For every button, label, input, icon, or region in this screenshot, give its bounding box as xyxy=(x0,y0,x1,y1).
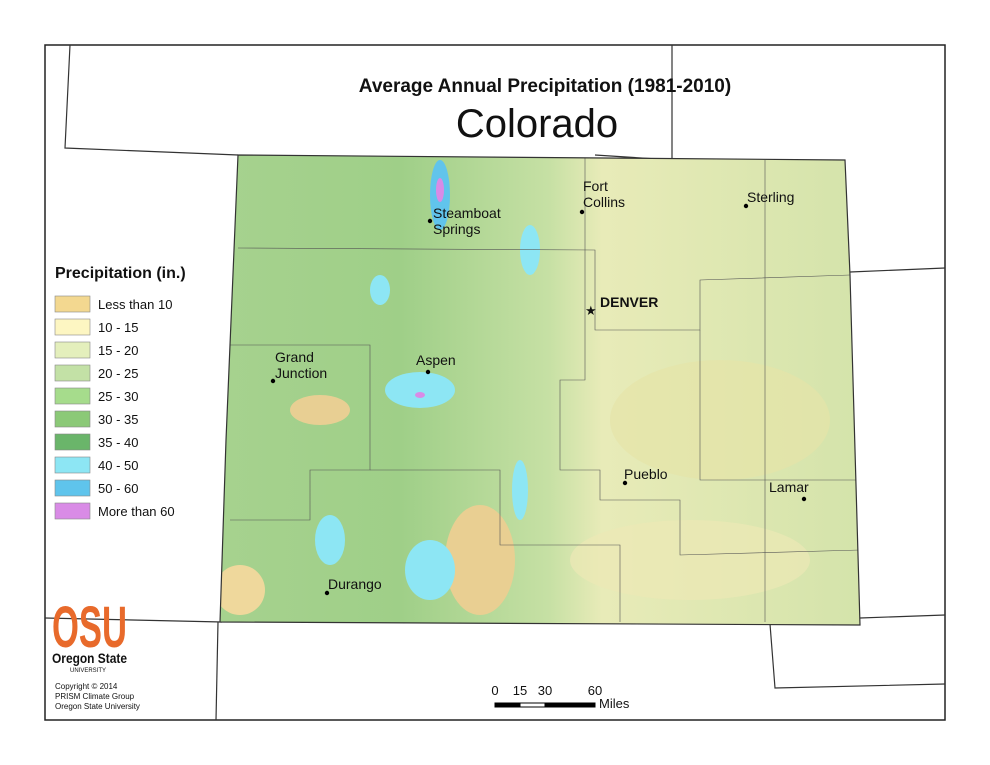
legend-swatch xyxy=(54,479,91,497)
map-title: Average Annual Precipitation (1981-2010) xyxy=(359,76,731,97)
legend-label: 15 - 20 xyxy=(98,343,138,358)
scale-unit: Miles xyxy=(599,696,630,711)
scale-tick-label: 0 xyxy=(491,683,498,698)
city-dot xyxy=(270,378,276,384)
colorado-terrain xyxy=(220,155,860,625)
legend-label: More than 60 xyxy=(98,504,175,519)
city-dot xyxy=(427,218,433,224)
city-label: Aspen xyxy=(416,352,456,368)
city-dot xyxy=(743,203,749,209)
city-label: Grand xyxy=(275,349,314,365)
city-label: Springs xyxy=(433,221,480,237)
legend-label: 35 - 40 xyxy=(98,435,138,450)
map-subtitle: Colorado xyxy=(456,102,618,146)
legend-label: 50 - 60 xyxy=(98,481,138,496)
city-dot xyxy=(579,209,585,215)
city-label: Collins xyxy=(583,194,625,210)
scale-tick-label: 60 xyxy=(588,683,602,698)
legend-title: Precipitation (in.) xyxy=(55,265,186,282)
logo-name: Oregon State xyxy=(52,650,127,666)
logo-sub: UNIVERSITY xyxy=(70,668,106,674)
city-dot xyxy=(324,590,330,596)
city-label: DENVER xyxy=(600,294,658,310)
legend-label: 30 - 35 xyxy=(98,412,138,427)
legend-label: 20 - 25 xyxy=(98,366,138,381)
legend-swatch xyxy=(54,410,91,428)
city-dot xyxy=(425,369,431,375)
colorado-border xyxy=(219,154,861,626)
legend-swatch xyxy=(54,318,91,336)
city-label: Junction xyxy=(275,365,327,381)
legend-label: 25 - 30 xyxy=(98,389,138,404)
legend-label: 40 - 50 xyxy=(98,458,138,473)
logo-mark: OSU xyxy=(52,595,127,660)
copyright-line: Oregon State University xyxy=(55,702,140,711)
city-star: ★ xyxy=(585,303,597,318)
legend-swatch xyxy=(54,456,91,474)
scale-segment xyxy=(544,702,596,708)
city-label: Fort xyxy=(583,178,608,194)
city-dot xyxy=(622,480,628,486)
legend-label: 10 - 15 xyxy=(98,320,138,335)
scale-segment xyxy=(519,702,546,708)
city-label: Steamboat xyxy=(433,205,501,221)
copyright-line: PRISM Climate Group xyxy=(55,692,135,701)
copyright-line: Copyright © 2014 xyxy=(55,682,118,691)
scale-segment xyxy=(494,702,521,708)
legend-swatch xyxy=(54,387,91,405)
legend-swatch xyxy=(54,502,91,520)
scale-tick-label: 30 xyxy=(538,683,552,698)
legend-swatch xyxy=(54,364,91,382)
legend: Less than 10 10 - 15 15 - 20 20 - 25 25 - 30… xyxy=(54,295,175,520)
scale-tick-label: 15 xyxy=(513,683,527,698)
state-borders xyxy=(44,44,946,721)
legend-swatch xyxy=(54,295,91,313)
legend-label: Less than 10 xyxy=(98,297,172,312)
city-label: Durango xyxy=(328,576,382,592)
legend-swatch xyxy=(54,433,91,451)
city-label: Lamar xyxy=(769,479,809,495)
city-dot xyxy=(801,496,807,502)
legend-swatch xyxy=(54,341,91,359)
city-label: Sterling xyxy=(747,189,794,205)
city-label: Pueblo xyxy=(624,466,668,482)
